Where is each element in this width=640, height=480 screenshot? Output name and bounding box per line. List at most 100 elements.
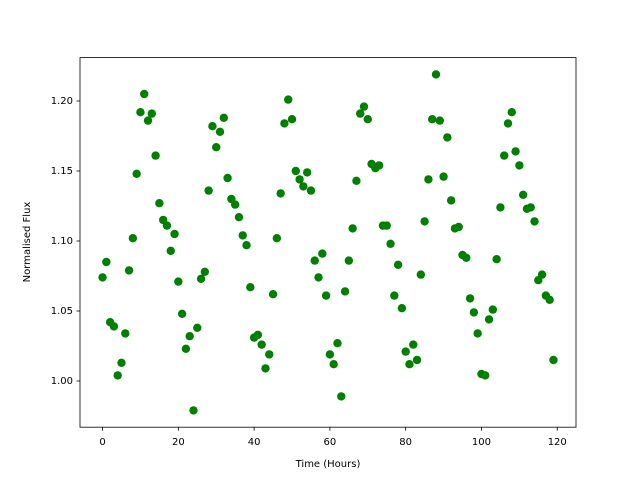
x-tick-label: 60: [324, 437, 337, 448]
data-point: [246, 283, 255, 292]
y-tick-label: 1.00: [51, 376, 73, 387]
data-point: [462, 253, 471, 262]
data-point: [287, 115, 297, 124]
x-axis-label: Time (Hours): [295, 459, 361, 470]
data-point: [113, 371, 122, 380]
data-point: [117, 358, 126, 367]
x-tick-label: 120: [548, 437, 567, 448]
data-point: [181, 344, 191, 353]
data-point: [193, 323, 202, 332]
data-point: [151, 151, 160, 160]
data-point: [136, 108, 145, 117]
data-point: [299, 182, 308, 191]
data-point: [409, 340, 418, 349]
data-point: [140, 89, 149, 99]
data-point: [162, 221, 172, 230]
data-point: [212, 143, 221, 152]
data-point: [321, 291, 331, 300]
data-point: [515, 161, 524, 170]
data-point: [109, 322, 119, 331]
data-point: [356, 109, 365, 118]
y-tick-label: 1.15: [51, 166, 73, 177]
data-point: [98, 273, 107, 282]
x-tick-label: 40: [248, 437, 261, 448]
data-point: [348, 224, 357, 233]
data-point: [310, 256, 319, 265]
data-point: [530, 217, 539, 226]
data-point: [503, 119, 513, 128]
data-point: [439, 172, 448, 181]
plot-frame: [79, 57, 577, 428]
data-point: [337, 392, 346, 401]
data-point: [363, 115, 372, 124]
y-axis-label: Normalised Flux: [22, 202, 33, 283]
data-point: [431, 70, 441, 79]
y-tick-label: 1.05: [51, 306, 73, 317]
data-point: [481, 371, 490, 380]
data-point: [155, 199, 164, 208]
data-point: [344, 256, 354, 265]
data-point: [185, 332, 194, 341]
data-point: [545, 295, 554, 304]
data-point: [318, 249, 327, 258]
y-tick-label: 1.20: [51, 96, 73, 107]
data-point: [340, 287, 350, 296]
data-point: [261, 364, 270, 373]
data-point: [537, 270, 547, 279]
data-point: [329, 360, 338, 369]
data-point: [424, 175, 433, 184]
data-point: [257, 340, 266, 349]
data-point: [390, 291, 399, 300]
data-point: [234, 213, 244, 222]
data-point: [196, 274, 206, 283]
data-point: [454, 222, 463, 232]
data-point: [526, 203, 535, 212]
data-point: [397, 304, 407, 313]
data-point: [446, 196, 456, 205]
x-tick-label: 80: [399, 437, 412, 448]
data-point: [393, 260, 403, 269]
data-point: [325, 350, 335, 359]
data-point: [295, 175, 304, 184]
data-point: [276, 189, 285, 198]
data-point: [280, 119, 289, 128]
data-point: [272, 234, 282, 243]
data-point: [496, 203, 505, 212]
data-point: [219, 113, 228, 123]
x-tick-label: 0: [99, 437, 105, 448]
data-point: [189, 406, 198, 415]
data-point: [473, 329, 482, 338]
data-point: [253, 330, 263, 339]
data-point: [333, 339, 342, 348]
data-point: [412, 355, 422, 365]
data-point: [352, 176, 361, 185]
data-point: [147, 109, 157, 118]
data-point: [428, 115, 437, 124]
data-point: [507, 108, 516, 117]
data-point: [382, 221, 391, 230]
data-point: [170, 229, 179, 239]
data-point: [265, 350, 274, 359]
data-point: [177, 309, 187, 318]
data-point: [492, 255, 501, 264]
data-point: [208, 122, 217, 131]
data-point: [230, 200, 240, 209]
data-point: [143, 116, 153, 125]
data-point: [374, 161, 384, 170]
data-point: [549, 355, 558, 365]
data-point: [124, 266, 134, 275]
data-point: [405, 360, 414, 369]
data-point: [204, 186, 213, 195]
data-point: [174, 277, 183, 286]
data-point: [518, 190, 528, 199]
data-point: [484, 315, 494, 324]
data-point: [215, 127, 225, 136]
data-point: [102, 257, 111, 267]
data-point: [238, 231, 247, 240]
data-point: [223, 173, 232, 183]
data-point: [420, 217, 429, 226]
data-point: [435, 116, 444, 125]
data-point: [284, 95, 293, 104]
